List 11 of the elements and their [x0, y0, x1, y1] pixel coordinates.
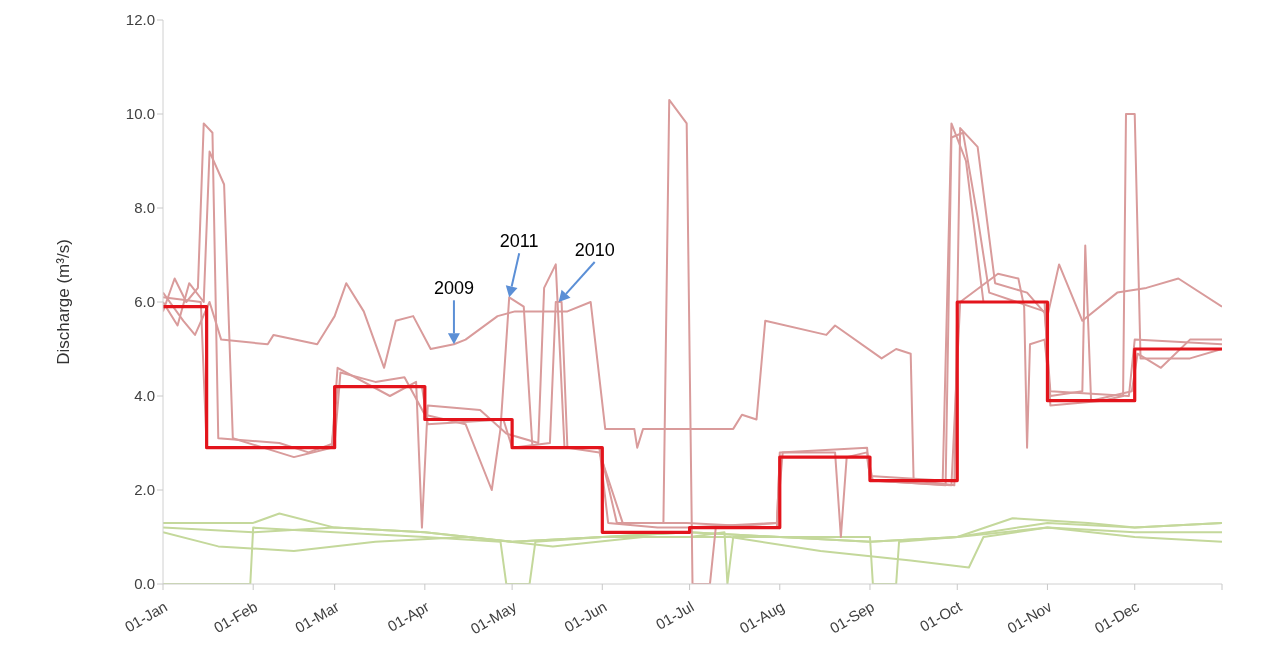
y-tick-label: 12.0 [125, 11, 155, 29]
y-tick-label: 6.0 [134, 293, 155, 311]
y-axis-title: Discharge (m³/s) [54, 239, 74, 365]
y-tick-label: 10.0 [125, 105, 155, 123]
y-tick-label: 0.0 [134, 575, 155, 593]
y-tick-label: 8.0 [134, 199, 155, 217]
y-tick-label: 2.0 [134, 481, 155, 499]
annotation: 2010 [574, 240, 615, 260]
annotation: 2009 [433, 278, 474, 299]
annotation: 2011 [499, 231, 539, 252]
y-tick-label: 4.0 [134, 387, 155, 405]
